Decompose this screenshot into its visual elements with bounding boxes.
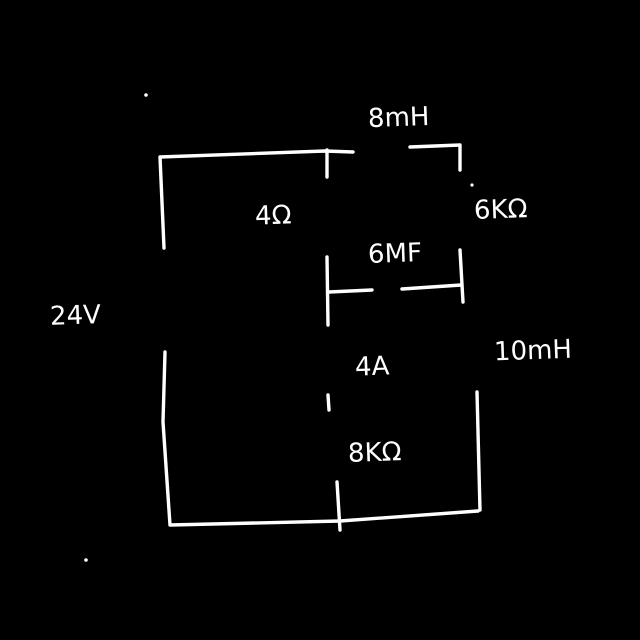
wire-middle-upper: [325, 255, 330, 327]
wire-top-right: [408, 143, 462, 172]
ink-speck: [84, 558, 88, 562]
wire-left-top: [158, 149, 355, 250]
ink-speck: [144, 93, 148, 97]
label-right-resistor: 6KΩ: [473, 194, 528, 226]
wire-right-upper: [458, 248, 465, 304]
label-bottom-resistor: 8KΩ: [347, 437, 402, 469]
wire-capacitor-left: [327, 288, 374, 294]
wire-middle-lower: [326, 393, 331, 412]
ink-speck: [470, 183, 474, 187]
wire-middle-bottom: [335, 480, 342, 532]
label-capacitor: 6MF: [367, 238, 423, 270]
label-left-resistor: 4Ω: [254, 200, 292, 232]
label-current-source: 4A: [354, 351, 390, 383]
label-right-inductor: 10mH: [493, 334, 573, 368]
label-top-inductor: 8mH: [367, 101, 430, 135]
wire-capacitor-right: [400, 283, 463, 291]
label-source-voltage: 24V: [49, 300, 102, 332]
wire-right-lower: [475, 390, 482, 512]
wire-left-bottom: [161, 350, 480, 527]
